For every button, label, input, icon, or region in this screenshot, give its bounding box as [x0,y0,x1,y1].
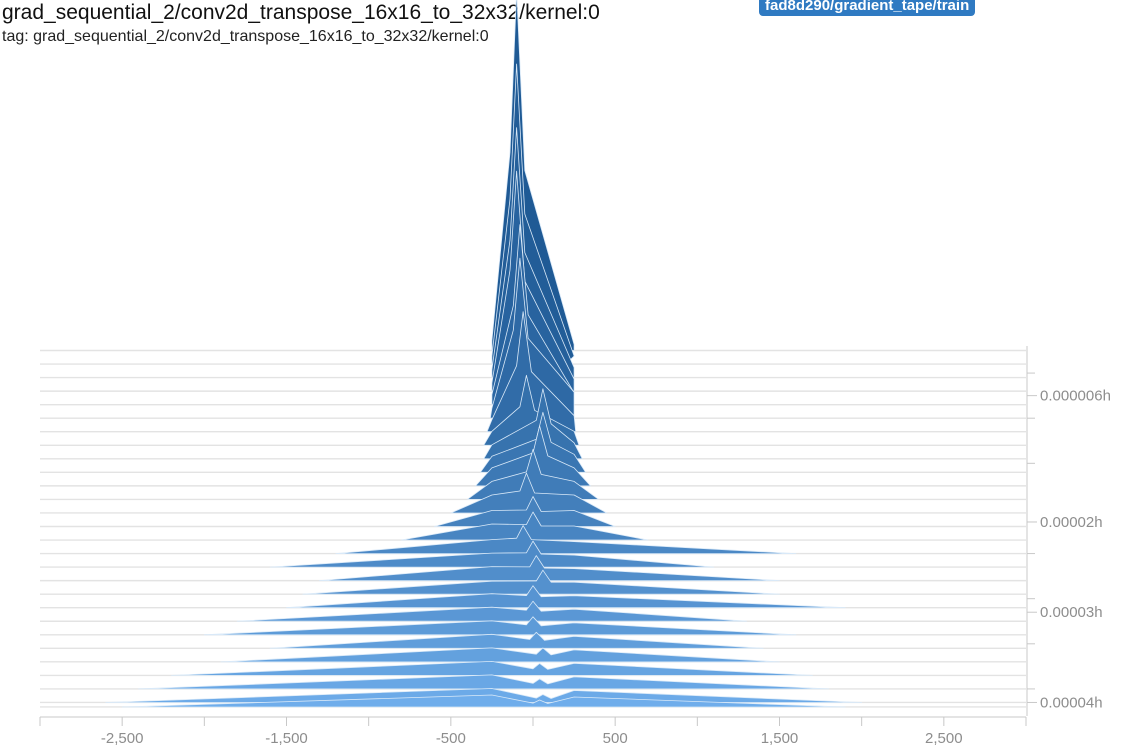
x-tick-label: -500 [436,730,466,747]
y-tick-label: 0.00003h [1040,604,1103,621]
y-tick-label: 0.00002h [1040,514,1103,531]
histogram-ridge-25 [138,674,830,690]
x-tick-label: 2,500 [925,730,963,747]
x-tick-label: -2,500 [101,730,144,747]
histogram-ridge-6 [486,311,577,433]
histogram-ridge-27 [121,694,846,708]
x-tick-label: 1,500 [761,730,799,747]
histogram-ridge-14 [401,511,649,541]
histogram-ridge-9 [479,411,586,473]
histogram-ridge-11 [466,448,600,500]
histogram-ridge-20 [236,600,747,622]
histogram-ridge-24 [171,661,813,676]
histogram-ridges [105,0,863,708]
histogram-ridge-12 [450,472,608,514]
chart-tag: tag: grad_sequential_2/conv2d_transpose_… [2,28,489,45]
y-axis: 0.000006h 0.00002h 0.00003h 0.00004h [1026,346,1111,716]
y-tick-label: 0.00004h [1040,694,1103,711]
histogram-ridge-23 [220,647,780,663]
histogram-ridge-19 [286,585,846,609]
histogram-ridge-13 [433,496,616,527]
histogram-ridge-8 [483,388,583,460]
x-tick-label: 500 [603,730,628,747]
histogram-ridge-16 [269,540,715,568]
histogram-ridge-18 [302,569,780,595]
histogram-ridge-22 [269,631,764,649]
x-tick-label: -1,500 [265,730,308,747]
histogram-ridge-17 [318,555,780,581]
y-tick-label: 0.000006h [1040,388,1111,405]
x-axis: -2,500 -1,500 -500 500 1,500 2,500 [39,716,1027,747]
run-badge[interactable]: fad8d290/gradient_tape/train [759,0,976,16]
histogram-ridge-21 [203,616,797,636]
histogram-ridge-15 [335,525,797,554]
chart-title: grad_sequential_2/conv2d_transpose_16x16… [2,1,600,24]
